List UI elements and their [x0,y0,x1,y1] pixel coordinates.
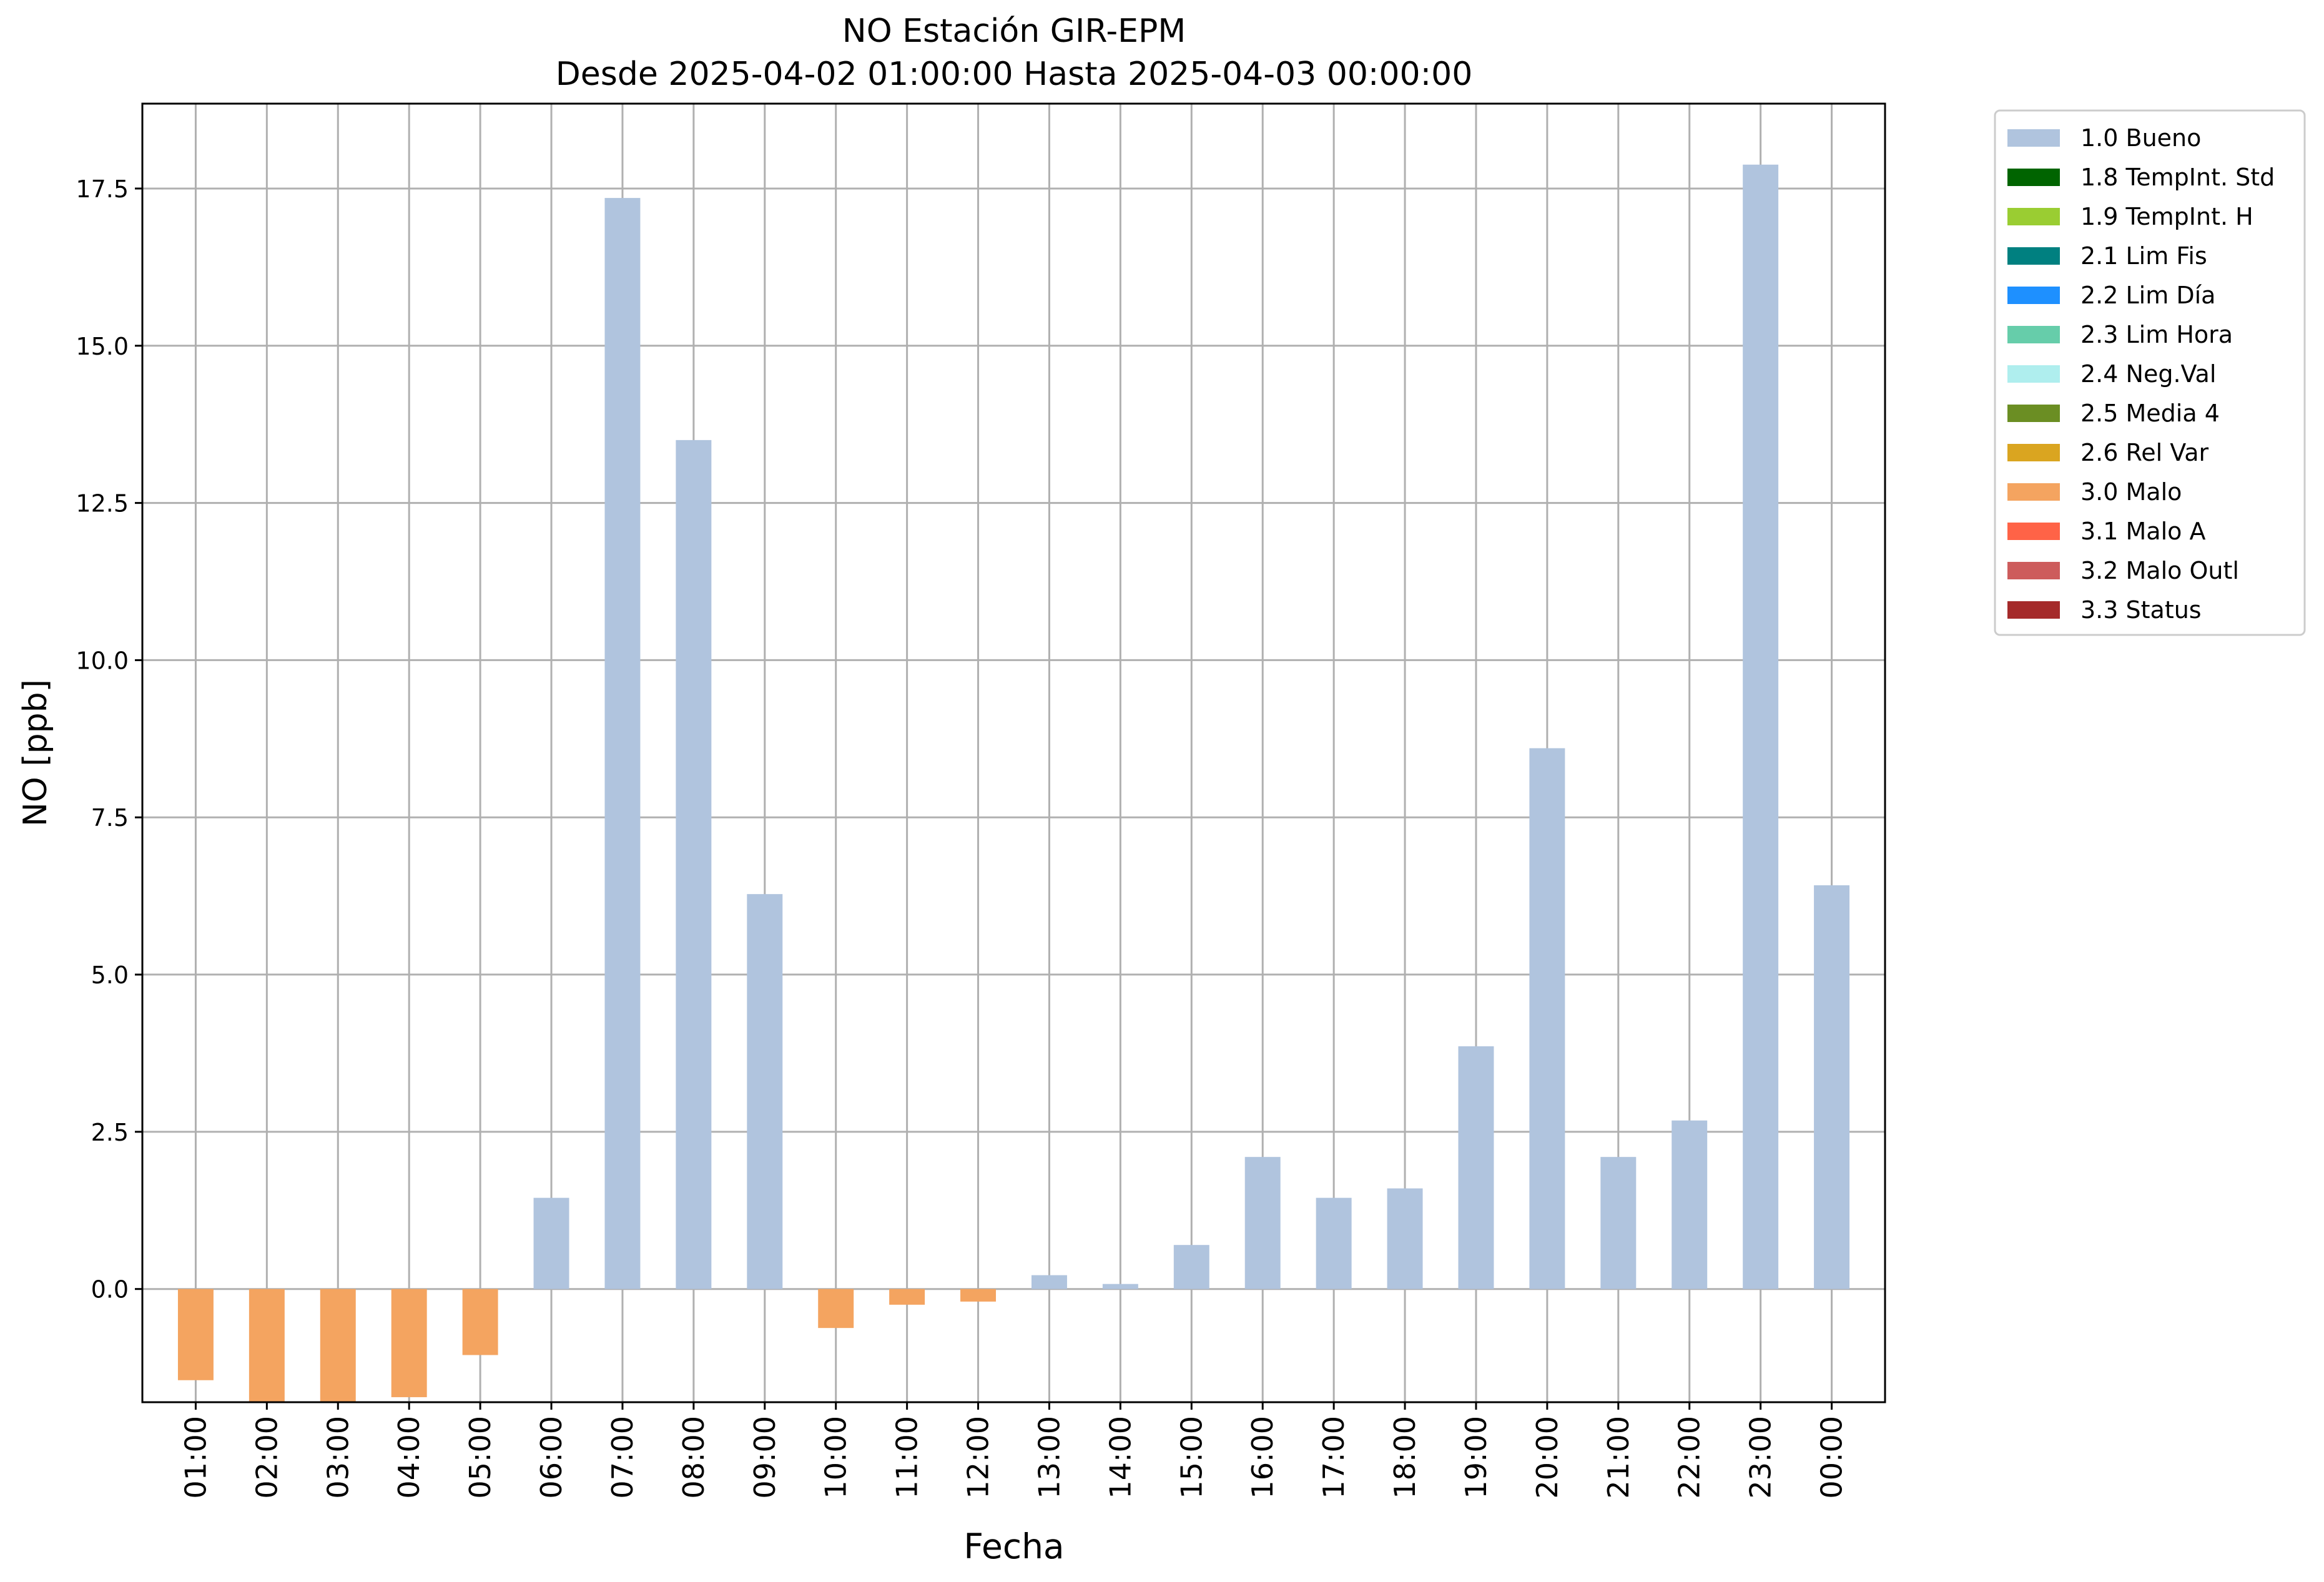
bar-0100 [177,1289,214,1380]
y-tick-label: 15.0 [76,333,129,360]
legend-label: 2.3 Lim Hora [2080,321,2233,348]
legend-label: 2.4 Neg.Val [2080,360,2216,388]
y-tick-label: 10.0 [76,647,129,674]
y-tick-label: 7.5 [91,804,129,832]
legend-entries: 1.0 Bueno 1.8 TempInt. Std 1.9 TempInt. H 2… [2007,124,2275,624]
x-tick-label: 07:00 [606,1416,639,1499]
x-tick-label: 14:00 [1103,1416,1137,1499]
bar-1500 [1173,1245,1209,1289]
legend-label: 3.3 Status [2080,596,2202,624]
x-tick-label: 20:00 [1530,1416,1564,1499]
x-tick-label: 23:00 [1744,1416,1778,1499]
x-tick-label: 11:00 [890,1416,924,1499]
bar-0500 [462,1289,498,1355]
x-tick-label: 00:00 [1815,1416,1849,1499]
legend-swatch [2007,129,2060,147]
x-tick-label: 15:00 [1174,1416,1208,1499]
legend-swatch [2007,444,2060,461]
x-tick-label: 03:00 [321,1416,355,1499]
bar-0600 [533,1197,569,1289]
bar-0900 [747,894,783,1289]
bar-1000 [818,1289,854,1329]
bar-1400 [1102,1284,1138,1289]
chart-subtitle: Desde 2025-04-02 01:00:00 Hasta 2025-04-… [556,56,1473,93]
bar-1300 [1031,1275,1067,1289]
legend-label: 1.9 TempInt. H [2080,203,2253,230]
x-tick-label: 13:00 [1032,1416,1066,1499]
bar-1200 [960,1289,997,1302]
legend-box [1994,109,2306,636]
legend-swatch [2007,523,2060,540]
plot-frame [141,102,1886,1403]
x-tick-label: 04:00 [392,1416,426,1499]
bar-2100 [1600,1157,1637,1289]
bar-0800 [676,440,712,1289]
bar-0700 [604,198,641,1289]
bar-2000 [1529,748,1565,1289]
bar-0200 [249,1289,285,1402]
bar-1800 [1387,1188,1423,1289]
x-tick-label: 08:00 [677,1416,711,1499]
legend-swatch [2007,405,2060,422]
bars [177,164,1850,1402]
legend-swatch [2007,365,2060,383]
x-axis-label: Fecha [963,1526,1064,1566]
x-tick-label: 09:00 [748,1416,782,1499]
legend-swatch [2007,208,2060,225]
legend-swatch [2007,326,2060,343]
x-tick-label: 02:00 [250,1416,283,1499]
legend: 1.0 Bueno 1.8 TempInt. Std 1.9 TempInt. H 2… [1994,109,2306,636]
legend-swatch [2007,247,2060,265]
legend-swatch [2007,287,2060,304]
legend-label: 2.2 Lim Día [2080,282,2215,309]
y-tick-label: 5.0 [91,961,129,989]
x-tick-label: 01:00 [179,1416,212,1499]
legend-label: 2.1 Lim Fis [2080,242,2207,270]
x-tick-label: 19:00 [1459,1416,1493,1499]
x-axis: 01:00 02:00 03:00 04:00 05:00 06:00 07:00 08:00… [179,1402,1849,1499]
y-tick-label: 0.0 [91,1276,129,1304]
x-tick-label: 17:00 [1317,1416,1351,1499]
y-tick-label: 17.5 [76,175,129,203]
legend-swatch [2007,562,2060,579]
x-tick-label: 05:00 [463,1416,497,1499]
legend-label: 1.8 TempInt. Std [2080,164,2275,191]
bar-1100 [889,1289,925,1305]
bar-1700 [1316,1197,1352,1289]
chart-title: NO Estación GIR-EPM [842,12,1186,50]
y-axis-label: NO [ppb] [17,679,54,827]
x-tick-label: 21:00 [1602,1416,1635,1499]
x-tick-label: 16:00 [1246,1416,1279,1499]
y-tick-label: 2.5 [91,1119,129,1146]
legend-label: 2.6 Rel Var [2080,439,2209,466]
x-tick-label: 18:00 [1388,1416,1422,1499]
x-tick-label: 10:00 [819,1416,853,1499]
y-tick-label: 12.5 [76,490,129,518]
legend-label: 3.2 Malo Outl [2080,557,2239,584]
legend-swatch [2007,601,2060,619]
legend-swatch [2007,483,2060,501]
bar-0400 [391,1289,427,1397]
bar-1600 [1244,1157,1281,1289]
legend-label: 1.0 Bueno [2080,124,2201,152]
legend-label: 3.0 Malo [2080,478,2182,506]
x-tick-label: 06:00 [534,1416,568,1499]
bar-1900 [1458,1046,1494,1289]
x-tick-label: 22:00 [1673,1416,1706,1499]
legend-swatch [2007,169,2060,186]
legend-label: 2.5 Media 4 [2080,400,2220,427]
legend-label: 3.1 Malo A [2080,518,2205,545]
bar-2300 [1743,164,1779,1289]
bar-0000 [1814,885,1850,1289]
x-tick-label: 12:00 [962,1416,995,1499]
y-axis: 0.0 2.5 5.0 7.5 10.0 12.5 15.0 17.5 [76,175,142,1304]
bar-0300 [320,1289,356,1402]
bar-2200 [1672,1120,1708,1289]
